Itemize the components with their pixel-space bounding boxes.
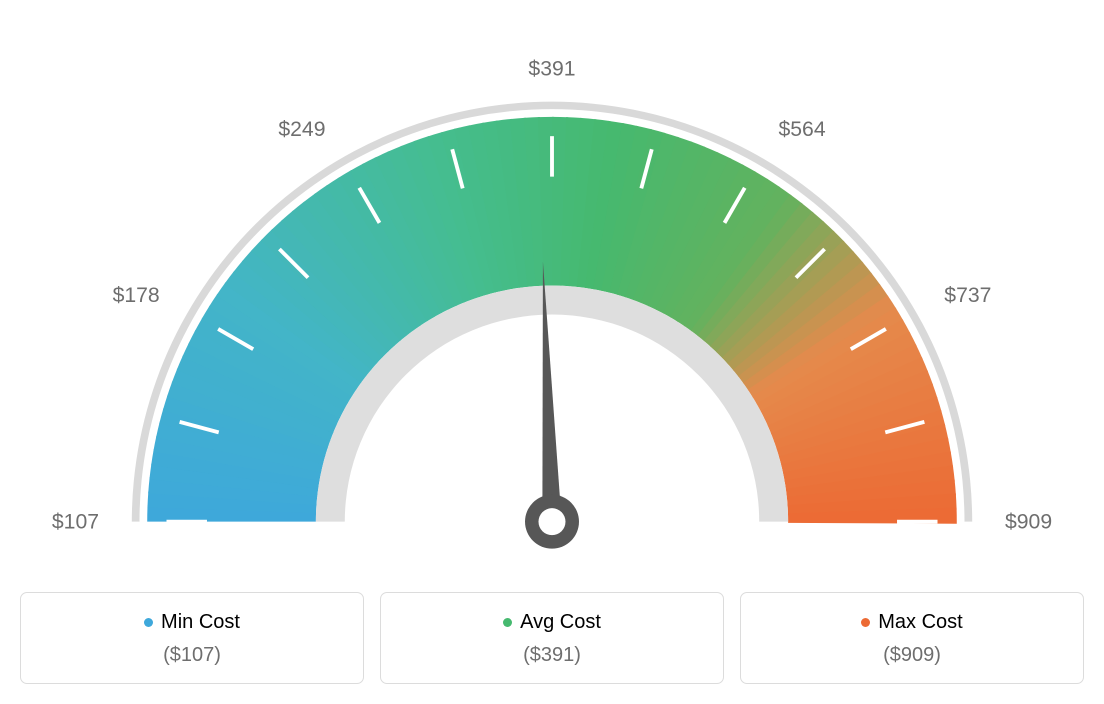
gauge-svg: $107 $178 $249 $391 $564 $737 $909 <box>20 20 1084 580</box>
legend-min-value: ($107) <box>33 644 351 667</box>
legend-max-title: Max Cost <box>753 611 1071 634</box>
legend-avg-title: Avg Cost <box>393 611 711 634</box>
legend-card-max: Max Cost ($909) <box>740 592 1084 684</box>
legend-avg-label: Avg Cost <box>520 611 601 633</box>
svg-text:$178: $178 <box>113 284 160 307</box>
dot-min <box>144 618 153 627</box>
svg-text:$107: $107 <box>52 510 99 533</box>
legend-card-min: Min Cost ($107) <box>20 592 364 684</box>
legend-max-value: ($909) <box>753 644 1071 667</box>
svg-text:$249: $249 <box>278 118 325 141</box>
legend-min-title: Min Cost <box>33 611 351 634</box>
dot-avg <box>503 618 512 627</box>
legend-max-label: Max Cost <box>878 611 962 633</box>
legend-min-label: Min Cost <box>161 611 240 633</box>
dot-max <box>861 618 870 627</box>
svg-text:$564: $564 <box>778 118 825 141</box>
svg-text:$737: $737 <box>944 284 991 307</box>
legend-row: Min Cost ($107) Avg Cost ($391) Max Cost… <box>20 592 1084 684</box>
svg-text:$909: $909 <box>1005 510 1052 533</box>
legend-avg-value: ($391) <box>393 644 711 667</box>
gauge-chart: $107 $178 $249 $391 $564 $737 $909 <box>20 20 1084 580</box>
legend-card-avg: Avg Cost ($391) <box>380 592 724 684</box>
svg-text:$391: $391 <box>528 57 575 80</box>
